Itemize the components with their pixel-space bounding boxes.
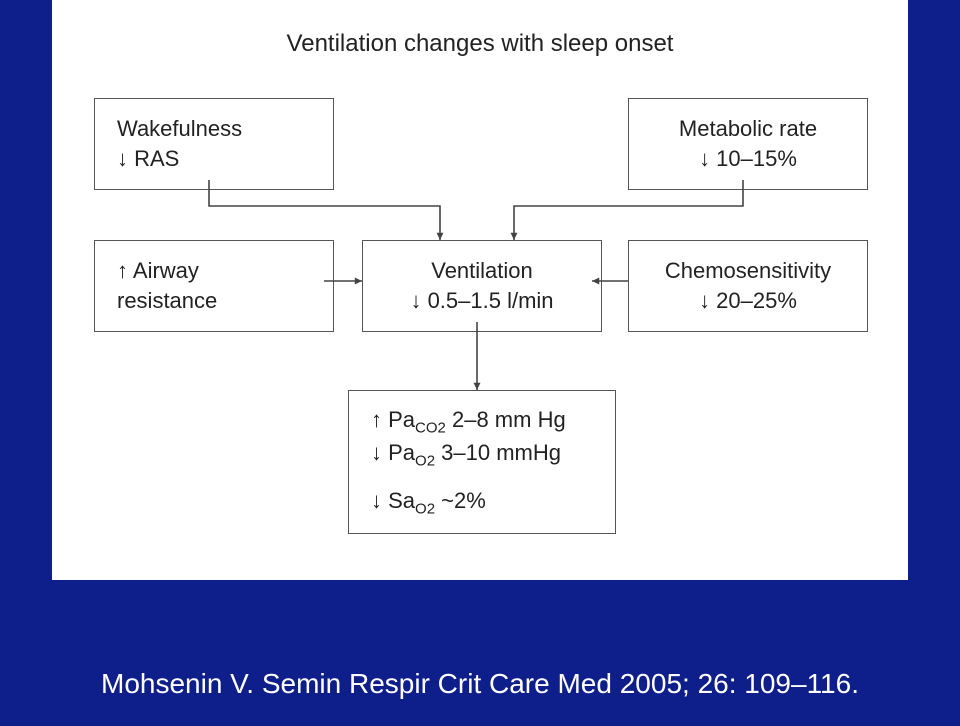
box-gases-line3: ↓ SaO2 ~2% xyxy=(353,486,611,520)
box-metabolic-line1: Metabolic rate xyxy=(679,116,817,141)
box-wakefulness-line1: Wakefulness xyxy=(117,116,242,141)
citation-text: Mohsenin V. Semin Respir Crit Care Med 2… xyxy=(0,668,960,700)
box-airway-line1: ↑ Airway xyxy=(117,258,199,283)
box-airway-resistance: ↑ Airway resistance xyxy=(94,240,334,332)
box-metabolic-rate: Metabolic rate ↓ 10–15% xyxy=(628,98,868,190)
box-chemo-line1: Chemosensitivity xyxy=(665,258,831,283)
box-gases-line1: ↑ PaCO2 2–8 mm Hg xyxy=(353,405,611,439)
box-chemo-line2: ↓ 20–25% xyxy=(699,288,797,313)
figure-panel: Ventilation changes with sleep onset Wak… xyxy=(52,0,908,580)
box-chemosensitivity: Chemosensitivity ↓ 20–25% xyxy=(628,240,868,332)
box-airway-line2: resistance xyxy=(117,288,217,313)
box-wakefulness: Wakefulness ↓ RAS xyxy=(94,98,334,190)
box-gases-line2: ↓ PaO2 3–10 mmHg xyxy=(353,438,611,472)
box-ventilation: Ventilation ↓ 0.5–1.5 l/min xyxy=(362,240,602,332)
box-ventilation-line2: ↓ 0.5–1.5 l/min xyxy=(410,288,553,313)
box-wakefulness-line2: ↓ RAS xyxy=(117,146,179,171)
diagram-title: Ventilation changes with sleep onset xyxy=(52,30,908,58)
box-blood-gases: ↑ PaCO2 2–8 mm Hg ↓ PaO2 3–10 mmHg ↓ SaO… xyxy=(348,390,616,534)
box-metabolic-line2: ↓ 10–15% xyxy=(699,146,797,171)
box-ventilation-line1: Ventilation xyxy=(431,258,533,283)
